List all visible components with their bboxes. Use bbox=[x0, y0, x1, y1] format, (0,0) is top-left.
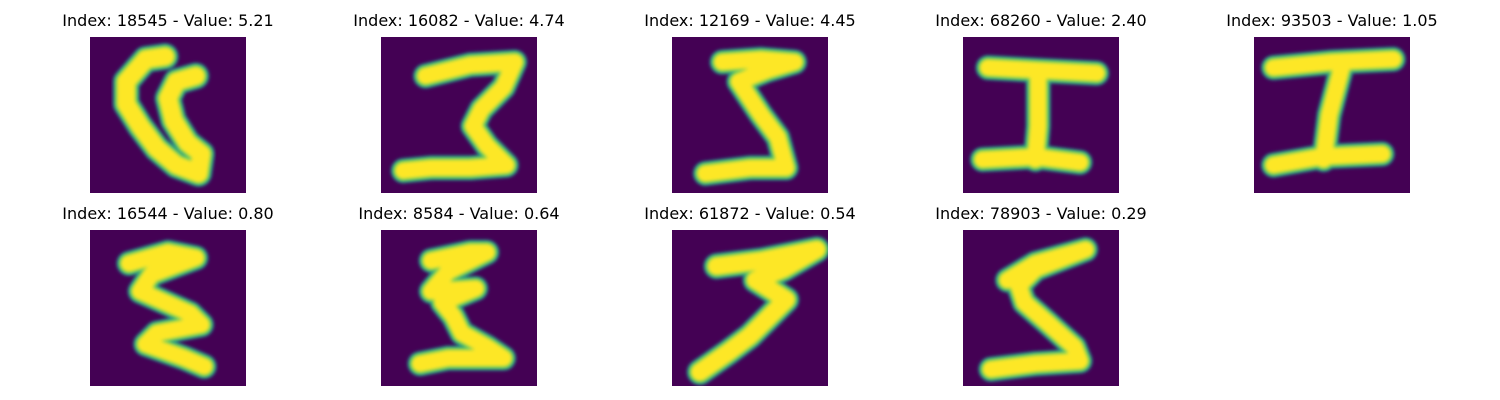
image-panel: Index: 61872 - Value: 0.54 bbox=[644, 193, 856, 386]
digit-image bbox=[672, 230, 828, 386]
panel-title: Index: 8584 - Value: 0.64 bbox=[358, 204, 560, 223]
glyph-stroke bbox=[697, 50, 803, 182]
glyph-stroke bbox=[1265, 50, 1402, 174]
digit-image bbox=[90, 37, 246, 193]
glyph-stroke bbox=[117, 47, 211, 183]
image-panel: Index: 93503 - Value: 1.05 bbox=[1226, 0, 1438, 193]
image-panel: Index: 16544 - Value: 0.80 bbox=[62, 193, 274, 386]
glyph-stroke bbox=[394, 53, 524, 180]
digit-image bbox=[1254, 37, 1410, 193]
panel-title: Index: 16544 - Value: 0.80 bbox=[62, 204, 274, 223]
image-panel: Index: 12169 - Value: 4.45 bbox=[644, 0, 856, 193]
image-panel: Index: 78903 - Value: 0.29 bbox=[935, 193, 1147, 386]
glyph-stroke bbox=[411, 243, 512, 373]
image-panel: Index: 16082 - Value: 4.74 bbox=[353, 0, 565, 193]
digit-image bbox=[963, 230, 1119, 386]
digit-image bbox=[381, 37, 537, 193]
glyph-stroke bbox=[982, 241, 1094, 378]
image-panel: Index: 68260 - Value: 2.40 bbox=[935, 0, 1147, 193]
digit-image bbox=[381, 230, 537, 386]
image-panel: Index: 8584 - Value: 0.64 bbox=[358, 193, 560, 386]
glyph-stroke bbox=[974, 59, 1106, 171]
panel-title: Index: 78903 - Value: 0.29 bbox=[935, 204, 1147, 223]
panel-title: Index: 12169 - Value: 4.45 bbox=[644, 11, 856, 30]
digit-image bbox=[672, 37, 828, 193]
glyph-stroke bbox=[120, 243, 213, 375]
panel-title: Index: 68260 - Value: 2.40 bbox=[935, 11, 1147, 30]
panel-title: Index: 61872 - Value: 0.54 bbox=[644, 204, 856, 223]
panel-title: Index: 93503 - Value: 1.05 bbox=[1226, 11, 1438, 30]
panel-title: Index: 18545 - Value: 5.21 bbox=[62, 11, 274, 30]
digit-image bbox=[90, 230, 246, 386]
digit-image bbox=[963, 37, 1119, 193]
image-panel: Index: 18545 - Value: 5.21 bbox=[62, 0, 274, 193]
glyph-stroke bbox=[690, 240, 826, 381]
panel-title: Index: 16082 - Value: 4.74 bbox=[353, 11, 565, 30]
